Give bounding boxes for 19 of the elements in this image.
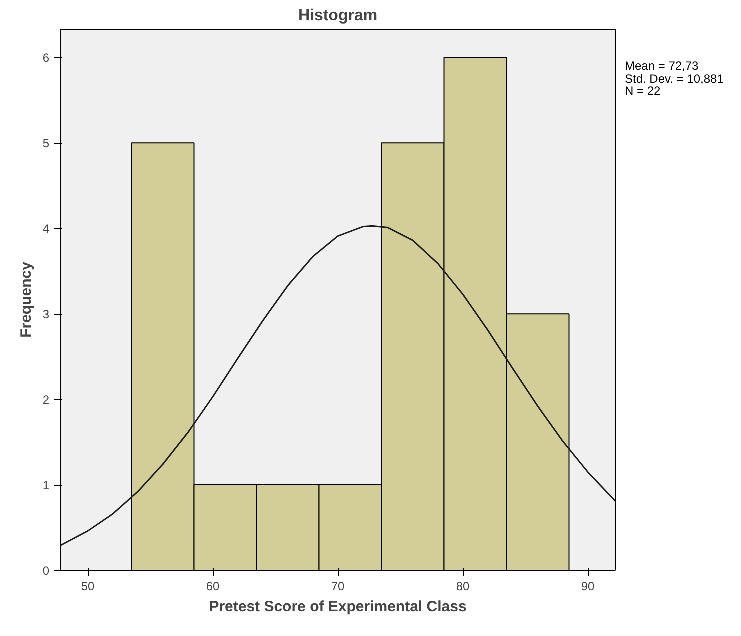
y-tick-label: 6 bbox=[42, 51, 50, 66]
y-tick-label: 5 bbox=[42, 136, 50, 151]
text: Mean = 72,73 bbox=[625, 59, 699, 73]
line-series bbox=[60, 225, 616, 546]
y-tick-label: 0 bbox=[42, 564, 50, 578]
x-tick-label: 60 bbox=[206, 580, 220, 594]
y-tick-label: 3 bbox=[42, 308, 50, 322]
text: Std. Dev. = 10,881 bbox=[625, 72, 724, 86]
x-tick-label: 80 bbox=[456, 580, 470, 594]
chart-title: Histogram bbox=[298, 8, 378, 24]
text: N = 22 bbox=[625, 84, 661, 98]
x-axis-title: Pretest Score of Experimental Class bbox=[209, 598, 467, 616]
y-axis-title: Frequency bbox=[18, 261, 35, 338]
x-tick-label: 90 bbox=[581, 580, 595, 594]
y-tick-label: 4 bbox=[42, 222, 50, 236]
x-tick-label: 50 bbox=[81, 580, 95, 594]
x-tick-label: 70 bbox=[331, 580, 345, 594]
y-tick-label: 1 bbox=[42, 478, 50, 493]
y-tick-label: 2 bbox=[42, 393, 50, 408]
